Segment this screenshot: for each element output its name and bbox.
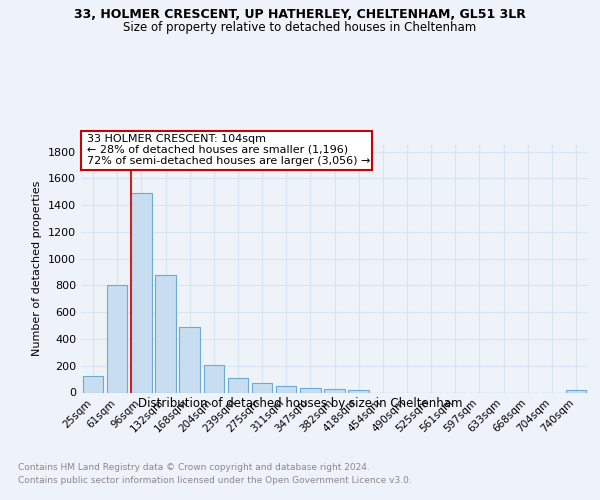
Bar: [566, 390, 586, 392]
Text: Size of property relative to detached houses in Cheltenham: Size of property relative to detached ho…: [124, 21, 476, 34]
Bar: [83, 376, 103, 392]
Bar: [131, 193, 152, 392]
Text: 33 HOLMER CRESCENT: 104sqm: 33 HOLMER CRESCENT: 104sqm: [87, 134, 266, 143]
Text: Contains public sector information licensed under the Open Government Licence v3: Contains public sector information licen…: [18, 476, 412, 485]
Text: 72% of semi-detached houses are larger (3,056) →: 72% of semi-detached houses are larger (…: [87, 156, 370, 166]
Text: Contains HM Land Registry data © Crown copyright and database right 2024.: Contains HM Land Registry data © Crown c…: [18, 462, 370, 471]
Bar: [179, 327, 200, 392]
Bar: [203, 365, 224, 392]
Bar: [227, 378, 248, 392]
Text: 33, HOLMER CRESCENT, UP HATHERLEY, CHELTENHAM, GL51 3LR: 33, HOLMER CRESCENT, UP HATHERLEY, CHELT…: [74, 8, 526, 20]
Bar: [276, 386, 296, 392]
Bar: [349, 390, 369, 392]
Bar: [300, 388, 320, 392]
Bar: [107, 286, 127, 393]
Bar: [324, 389, 345, 392]
Text: ← 28% of detached houses are smaller (1,196): ← 28% of detached houses are smaller (1,…: [87, 144, 348, 154]
Bar: [155, 276, 176, 392]
Text: Distribution of detached houses by size in Cheltenham: Distribution of detached houses by size …: [138, 398, 462, 410]
Y-axis label: Number of detached properties: Number of detached properties: [32, 181, 43, 356]
Bar: [252, 383, 272, 392]
